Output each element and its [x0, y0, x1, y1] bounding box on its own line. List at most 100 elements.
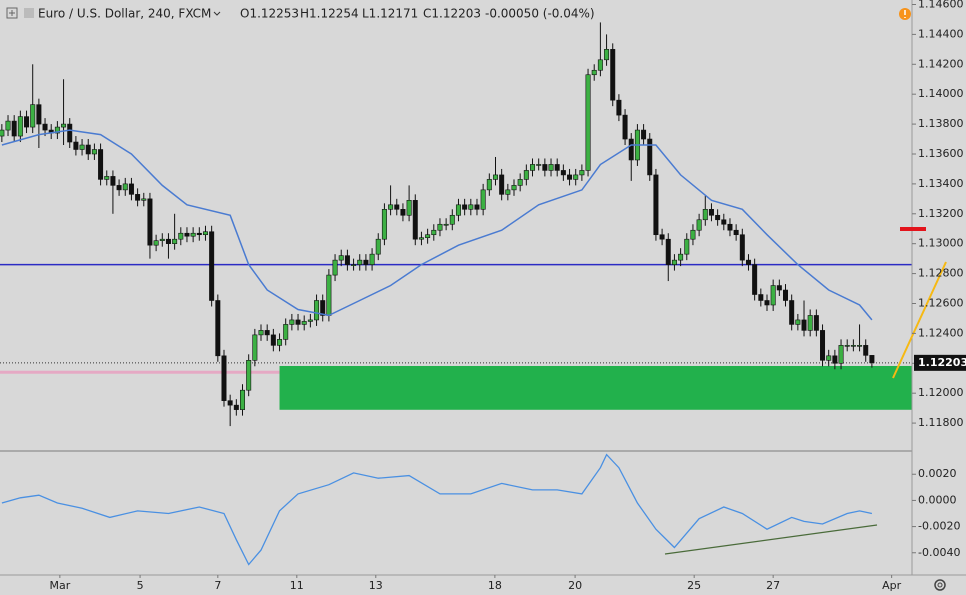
candle-body: [165, 238, 171, 244]
candle-body: [838, 345, 844, 364]
candle-body: [455, 204, 461, 216]
y-tick-label: 0.0020: [918, 467, 957, 480]
candle-body: [400, 209, 406, 216]
y-tick-label: 1.13000: [918, 237, 964, 250]
y-tick-label: 1.12000: [918, 386, 964, 399]
candle-body: [283, 324, 289, 340]
candle-body: [486, 179, 492, 191]
candle-body: [135, 194, 141, 201]
collapse-icon[interactable]: [6, 7, 18, 19]
x-tick-label: 7: [214, 579, 221, 592]
candle-body: [567, 174, 573, 180]
candle-body: [344, 255, 350, 265]
candle-body: [702, 209, 708, 221]
candle-body: [11, 120, 17, 137]
dropdown-caret[interactable]: [213, 11, 221, 16]
candle-body: [820, 330, 826, 361]
moving-average: [1, 129, 873, 321]
candle-body: [178, 232, 184, 240]
candle-body: [443, 223, 449, 226]
legend-high: H1.12254: [300, 7, 359, 21]
x-tick-label: 13: [369, 579, 383, 592]
candle-body: [844, 345, 850, 347]
x-tick-label: Mar: [49, 579, 70, 592]
candle-body: [604, 49, 610, 61]
candle-body: [73, 141, 79, 150]
y-tick-label: 1.14400: [918, 27, 964, 40]
last-price-box: [914, 354, 966, 371]
y-tick-label: 0.0000: [918, 493, 957, 506]
settings-icon[interactable]: [934, 579, 946, 591]
candle-body: [857, 345, 863, 347]
candle-body: [783, 289, 789, 301]
symbol-title[interactable]: Euro / U.S. Dollar, 240, FXCM: [38, 7, 211, 21]
x-tick-label: 27: [766, 579, 780, 592]
candle-body: [147, 198, 153, 246]
candle-body: [474, 204, 480, 210]
candle-body: [425, 234, 431, 239]
candle-body: [36, 104, 42, 125]
candle-body: [85, 144, 91, 155]
candle-body: [560, 170, 566, 176]
candle-body: [24, 116, 30, 128]
candle-body: [153, 240, 159, 246]
candle-body: [869, 355, 875, 364]
candle-body: [258, 330, 264, 336]
candle-body: [437, 223, 443, 231]
candle-body: [104, 176, 110, 180]
legend-close: C1.12203: [423, 7, 481, 21]
candle-body: [530, 164, 536, 171]
candle-body: [67, 123, 73, 143]
candle-body: [209, 231, 215, 301]
candle-body: [554, 164, 560, 171]
candle-body: [715, 214, 721, 221]
candle-body: [5, 120, 11, 131]
candle-body: [388, 204, 394, 210]
candle-body: [548, 164, 554, 171]
y-tick-label: 1.14000: [918, 87, 964, 100]
candle-body: [314, 300, 320, 321]
candle-body: [98, 149, 104, 180]
zone: [279, 365, 912, 410]
candle-body: [739, 234, 745, 261]
candle-body: [542, 164, 548, 171]
candle-body: [54, 126, 60, 134]
candle-body: [301, 321, 307, 325]
candle-body: [758, 294, 764, 301]
legend-open: O1.12253: [240, 7, 299, 21]
candle-body: [468, 204, 474, 210]
candle-body: [159, 238, 165, 241]
candle-body: [215, 300, 221, 357]
candle-body: [307, 319, 313, 322]
candle-body: [764, 300, 770, 306]
candle-body: [295, 319, 301, 325]
candle-body: [227, 400, 233, 406]
candle-body: [233, 404, 239, 410]
candle-body: [536, 164, 542, 166]
candle-body: [141, 198, 147, 201]
candle-body: [190, 232, 196, 237]
candle-body: [381, 209, 387, 240]
candle-body: [431, 229, 437, 236]
candle-body: [351, 264, 357, 266]
y-tick-label: 1.12800: [918, 267, 964, 280]
candle-body: [369, 253, 375, 265]
candle-body: [277, 339, 283, 346]
candle-body: [184, 232, 190, 237]
candle-body: [641, 129, 647, 140]
candle-body: [357, 259, 363, 265]
candle-body: [480, 189, 486, 210]
candle-body: [671, 259, 677, 265]
candle-body: [665, 238, 671, 265]
candle-body: [363, 259, 369, 265]
x-tick-label: Apr: [882, 579, 902, 592]
plot-layer: [0, 22, 912, 566]
candle-body: [647, 138, 653, 176]
candle-body: [221, 355, 227, 401]
y-tick-label: 1.13600: [918, 147, 964, 160]
candle-body: [684, 238, 690, 255]
candle-body: [795, 319, 801, 325]
candle-body: [591, 69, 597, 76]
